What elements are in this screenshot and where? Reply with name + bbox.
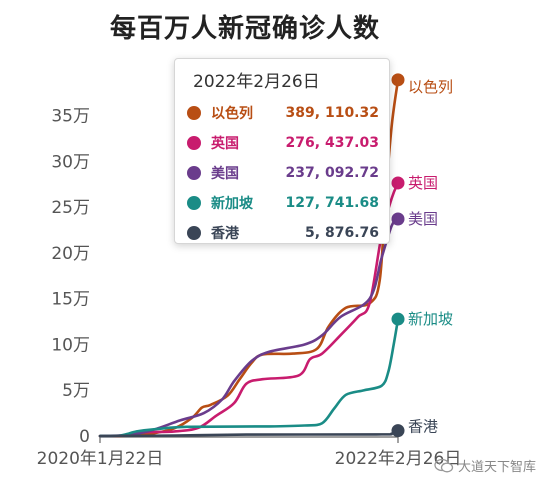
y-tick-label: 5万 [62,381,90,401]
tooltip-row-uk: 英国 276, 437.03 [187,128,379,158]
y-tick-label: 30万 [51,152,90,172]
series-line [98,217,400,438]
series-end-label: 英国 [408,174,438,192]
x-tick-label: 2020年1月22日 [37,449,164,469]
tooltip-row-name: 新加坡 [211,196,253,212]
y-tick-label: 25万 [51,198,90,218]
hongkong-dot-icon [187,226,201,240]
y-tick-label: 35万 [51,107,90,127]
y-tick-label: 10万 [51,335,90,355]
singapore-dot-icon [187,196,201,210]
tooltip-row-value: 276, 437.03 [285,135,379,151]
usa-dot-icon [187,166,201,180]
wechat-icon [434,458,454,472]
tooltip-row-usa: 美国 237, 092.72 [187,158,379,188]
tooltip-row-name: 美国 [211,166,239,182]
series-end-label: 美国 [408,210,438,228]
tooltip-row-singapore: 新加坡 127, 741.68 [187,188,379,218]
y-tick-label: 0 [79,427,90,447]
tooltip-row-value: 389, 110.32 [285,105,379,121]
series-end-marker [391,73,405,87]
series-end-marker [391,312,405,326]
series-end-marker [391,424,405,438]
series-end-marker [391,176,405,190]
y-tick-label: 15万 [51,290,90,310]
series-line [98,429,400,438]
series-line [98,317,400,438]
tooltip-row-value: 5, 876.76 [305,225,379,241]
tooltip-date: 2022年2月26日 [193,72,320,92]
series-end-label: 新加坡 [408,310,453,328]
uk-dot-icon [187,136,201,150]
y-tick-label: 20万 [51,244,90,264]
tooltip-row-value: 237, 092.72 [285,165,379,181]
series-end-label: 香港 [408,418,438,436]
chart-tooltip: 2022年2月26日 以色列 389, 110.32 英国 276, 437.0… [174,58,390,244]
tooltip-row-value: 127, 741.68 [285,195,379,211]
tooltip-row-hongkong: 香港 5, 876.76 [187,218,379,248]
tooltip-row-name: 英国 [211,136,239,152]
x-tick-label: 2022年2月26日 [335,449,462,469]
tooltip-row-israel: 以色列 389, 110.32 [187,98,379,128]
series-end-marker [391,212,405,226]
series-end-label: 以色列 [408,78,453,96]
watermark: 大道天下智库 [434,456,536,475]
chart-title: 每百万人新冠确诊人数 [109,14,380,44]
watermark-text: 大道天下智库 [457,460,536,475]
tooltip-row-name: 香港 [211,226,239,242]
tooltip-row-name: 以色列 [211,106,253,122]
israel-dot-icon [187,106,201,120]
